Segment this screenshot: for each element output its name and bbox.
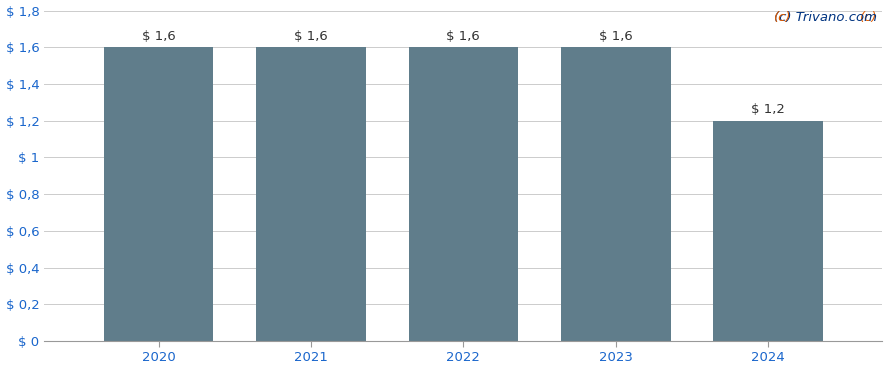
- Text: (c): (c): [774, 11, 792, 24]
- Text: $ 1,6: $ 1,6: [142, 30, 176, 43]
- Text: $ 1,6: $ 1,6: [447, 30, 480, 43]
- Bar: [256, 47, 366, 341]
- Bar: [561, 47, 670, 341]
- Text: (c) Trivano.com: (c) Trivano.com: [774, 11, 877, 24]
- Text: $ 1,6: $ 1,6: [599, 30, 632, 43]
- Bar: [104, 47, 213, 341]
- Bar: [408, 47, 519, 341]
- Text: (c): (c): [860, 11, 877, 24]
- Text: $ 1,6: $ 1,6: [294, 30, 328, 43]
- Text: $ 1,2: $ 1,2: [751, 103, 785, 116]
- Bar: [713, 121, 823, 341]
